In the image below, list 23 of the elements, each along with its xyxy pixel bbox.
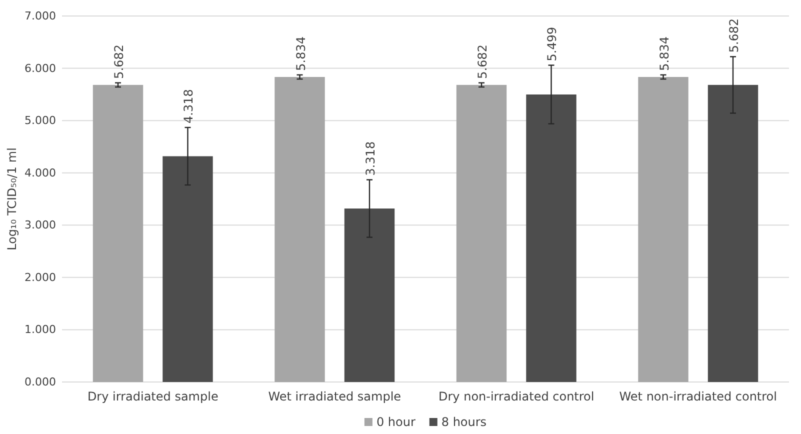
- y-axis-title: Log₁₀ TCID₅₀/1 ml: [5, 148, 19, 250]
- y-tick-label: 2.000: [24, 270, 56, 284]
- y-tick-label: 5.000: [24, 114, 56, 128]
- data-label: 5.499: [545, 26, 560, 62]
- y-tick-label: 4.000: [24, 166, 56, 180]
- x-tick-label: Wet irradiated sample: [268, 390, 402, 404]
- x-tick-label: Dry irradiated sample: [87, 390, 218, 404]
- y-tick-label: 0.000: [24, 376, 56, 389]
- data-label: 5.682: [112, 44, 126, 79]
- legend-label: 0 hour: [376, 415, 416, 429]
- y-tick-label: 1.000: [24, 323, 56, 336]
- x-tick-label: Wet non-irradiated control: [619, 390, 777, 404]
- legend-label: 8 hours: [441, 415, 487, 429]
- data-label: 5.682: [726, 18, 741, 53]
- data-label: 5.834: [657, 36, 672, 71]
- data-label: 5.834: [294, 36, 308, 71]
- y-tick-label: 6.000: [24, 62, 56, 75]
- y-tick-label: 7.000: [24, 10, 56, 23]
- data-label: 4.318: [182, 89, 196, 124]
- y-tick-label: 3.000: [24, 218, 56, 232]
- data-label: 3.318: [363, 141, 378, 176]
- x-tick-label: Dry non-irradiated control: [438, 390, 594, 404]
- data-label: 5.682: [476, 44, 490, 79]
